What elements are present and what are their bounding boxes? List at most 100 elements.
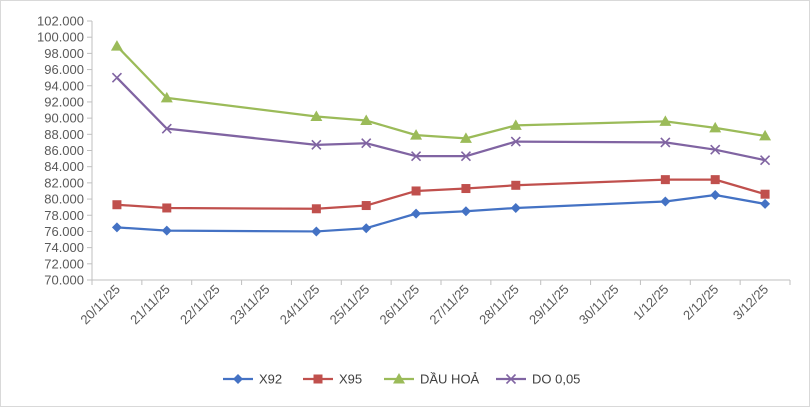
- data-point: [510, 136, 521, 147]
- data-point: [233, 374, 243, 384]
- x-tick-label: 27/11/25: [426, 282, 472, 328]
- data-point: [361, 223, 372, 234]
- legend-item: DO 0,05: [496, 372, 580, 387]
- data-point: [110, 40, 123, 51]
- series-lines: [110, 40, 772, 237]
- data-point-stroke: [760, 155, 771, 166]
- x-axis-ticks: 20/11/25 21/11/25 22/11/25 23/11/25 24/11/25…: [77, 280, 791, 328]
- data-point: [160, 91, 173, 103]
- data-point: [709, 121, 722, 133]
- data-point: [760, 189, 770, 199]
- legend-label: X95: [339, 372, 362, 387]
- x-tick-label: 25/11/25: [327, 282, 373, 328]
- y-tick-label: 78.000: [44, 208, 84, 223]
- data-point: [310, 110, 323, 122]
- data-point: [112, 200, 122, 210]
- y-tick-label: 74.000: [44, 240, 84, 255]
- x-tick-label: 24/11/25: [277, 282, 323, 328]
- x-tick-label: 2/12/25: [680, 282, 721, 323]
- data-point: [505, 373, 517, 385]
- y-tick-label: 102.000: [37, 14, 84, 29]
- data-point: [162, 203, 172, 213]
- data-point: [710, 144, 721, 155]
- legend: X92 X95 DẦU HOẢ DO 0,05: [223, 372, 580, 387]
- data-point: [410, 129, 423, 140]
- data-point-stroke: [361, 138, 372, 149]
- y-tick-label: 94.000: [44, 78, 84, 93]
- y-tick-label: 100.000: [37, 30, 84, 45]
- x-tick-label: 28/11/25: [476, 282, 522, 328]
- axes: [91, 21, 790, 281]
- data-point: [660, 137, 671, 148]
- data-point: [510, 202, 521, 213]
- data-point: [311, 226, 322, 237]
- data-point-stroke: [161, 123, 172, 134]
- series-do-0-05: [111, 72, 771, 166]
- x-tick-label: 21/11/25: [127, 282, 173, 328]
- x-tick-label: 20/11/25: [77, 282, 123, 328]
- legend-label: X92: [259, 372, 282, 387]
- legend-item: X92: [223, 372, 282, 387]
- series-x92: [111, 190, 771, 237]
- y-tick-label: 98.000: [44, 46, 84, 61]
- data-point-stroke: [505, 373, 517, 385]
- y-tick-label: 96.000: [44, 62, 84, 77]
- y-tick-label: 82.000: [44, 175, 84, 190]
- data-point: [360, 114, 373, 126]
- data-point: [361, 201, 371, 211]
- x-tick-label: 1/12/25: [630, 282, 671, 323]
- data-point: [411, 186, 421, 196]
- data-point: [411, 151, 422, 162]
- series-x95: [112, 175, 770, 214]
- y-tick-label: 86.000: [44, 143, 84, 158]
- series-line: [116, 76, 766, 162]
- data-point: [411, 208, 422, 219]
- x-tick-label: 3/12/25: [730, 282, 771, 323]
- data-point: [459, 132, 472, 143]
- series-d-u-ho-: [110, 40, 772, 143]
- data-point-stroke: [311, 139, 322, 150]
- data-point: [511, 180, 521, 190]
- data-point: [660, 196, 671, 207]
- legend-label: DO 0,05: [532, 372, 580, 387]
- data-point-stroke: [510, 136, 521, 147]
- series-line: [116, 45, 766, 140]
- legend-item: DẦU HOẢ: [384, 372, 480, 387]
- data-point-stroke: [460, 151, 471, 162]
- x-tick-label: 26/11/25: [376, 282, 422, 328]
- data-point: [760, 155, 771, 166]
- data-point: [161, 123, 172, 134]
- x-tick-label: 23/11/25: [227, 282, 273, 328]
- data-point: [311, 139, 322, 150]
- y-tick-label: 90.000: [44, 111, 84, 126]
- y-tick-label: 70.000: [44, 273, 84, 288]
- data-point: [760, 198, 771, 209]
- data-point: [361, 138, 372, 149]
- data-point-stroke: [111, 72, 122, 83]
- data-point-stroke: [411, 151, 422, 162]
- data-point: [393, 373, 405, 384]
- data-point: [660, 175, 670, 185]
- y-tick-label: 76.000: [44, 224, 84, 239]
- data-point: [710, 190, 721, 201]
- data-point: [313, 374, 323, 384]
- data-point: [509, 119, 522, 130]
- data-point: [759, 129, 772, 141]
- x-tick-label: 30/11/25: [576, 282, 622, 328]
- data-point: [111, 72, 122, 83]
- legend-item: X95: [303, 372, 362, 387]
- y-tick-label: 92.000: [44, 94, 84, 109]
- data-point: [460, 206, 471, 217]
- x-tick-label: 29/11/25: [526, 282, 572, 328]
- data-point-stroke: [660, 137, 671, 148]
- y-tick-label: 80.000: [44, 192, 84, 207]
- y-tick-label: 72.000: [44, 256, 84, 271]
- data-point: [659, 115, 672, 126]
- y-tick-label: 84.000: [44, 159, 84, 174]
- data-point: [710, 175, 720, 185]
- y-tick-label: 88.000: [44, 127, 84, 142]
- data-point: [111, 222, 122, 233]
